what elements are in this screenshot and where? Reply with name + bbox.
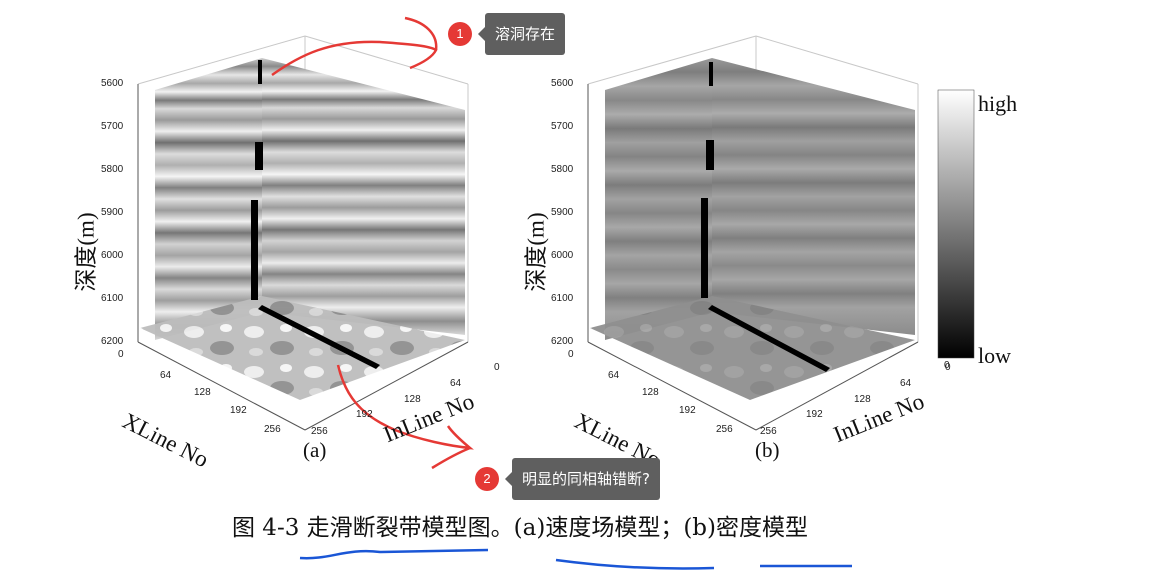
colorbar-zero-tick: 0 xyxy=(944,360,950,371)
inline-tick: 256 xyxy=(311,426,328,437)
depth-tick: 6000 xyxy=(101,250,124,261)
xline-tick: 192 xyxy=(230,405,247,416)
xline-tick: 0 xyxy=(568,349,574,360)
annotation-tooltip-1: 溶洞存在 xyxy=(477,13,566,55)
xline-tick: 192 xyxy=(679,405,696,416)
depth-tick: 6100 xyxy=(551,293,574,304)
depth-tick: 5600 xyxy=(551,78,574,89)
annotation-badge-2[interactable]: 2 xyxy=(475,467,499,491)
panel-a-depth-title: 深度(m) xyxy=(73,212,99,292)
xline-tick: 0 xyxy=(118,349,124,360)
xline-tick: 128 xyxy=(642,387,659,398)
inline-tick: 192 xyxy=(806,409,823,420)
colorbar-low-label: low xyxy=(978,343,1011,368)
depth-tick: 6100 xyxy=(101,293,124,304)
colorbar-high-label: high xyxy=(978,91,1018,116)
inline-tick: 128 xyxy=(404,394,421,405)
figure-caption: 图 4-3 走滑断裂带模型图。(a)速度场模型；(b)密度模型 xyxy=(232,515,808,541)
annotation-badge-1[interactable]: 1 xyxy=(448,22,472,46)
inline-tick: 0 xyxy=(494,362,500,373)
xline-tick: 128 xyxy=(194,387,211,398)
panel-a-label: (a) xyxy=(303,438,327,462)
depth-tick: 6200 xyxy=(101,336,124,347)
panel-b-label: (b) xyxy=(755,438,780,462)
depth-tick: 5900 xyxy=(551,207,574,218)
depth-tick: 5900 xyxy=(101,207,124,218)
depth-tick: 5800 xyxy=(551,164,574,175)
inline-tick: 192 xyxy=(356,409,373,420)
depth-tick: 5800 xyxy=(101,164,124,175)
xline-tick: 256 xyxy=(716,424,733,435)
inline-tick: 64 xyxy=(450,378,462,389)
depth-tick: 6000 xyxy=(551,250,574,261)
inline-tick: 0 xyxy=(945,362,951,373)
depth-tick: 5700 xyxy=(551,121,574,132)
xline-tick: 256 xyxy=(264,424,281,435)
xline-tick: 64 xyxy=(608,370,620,381)
depth-tick: 5700 xyxy=(101,121,124,132)
depth-tick: 5600 xyxy=(101,78,124,89)
xline-tick: 64 xyxy=(160,370,172,381)
depth-tick: 6200 xyxy=(551,336,574,347)
inline-tick: 64 xyxy=(900,378,912,389)
inline-tick: 128 xyxy=(854,394,871,405)
inline-tick: 256 xyxy=(760,426,777,437)
panel-b-depth-title: 深度(m) xyxy=(523,212,549,292)
annotation-tooltip-2: 明显的同相轴错断? xyxy=(505,458,660,500)
